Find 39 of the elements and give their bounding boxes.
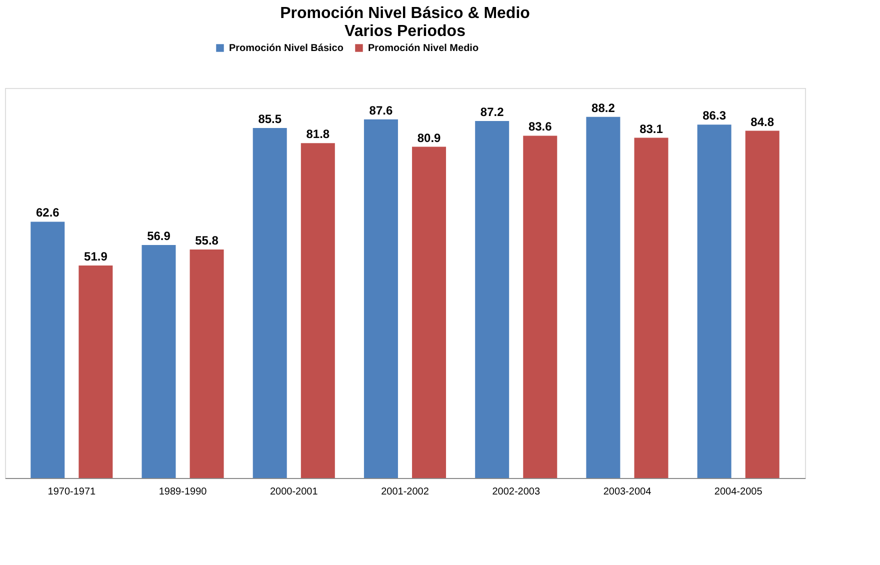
- data-label: 84.8: [750, 114, 774, 129]
- data-label: 83.1: [640, 122, 664, 136]
- bar: [142, 245, 176, 478]
- bar: [523, 136, 558, 478]
- x-tick-label: 1989-1990: [158, 486, 208, 498]
- x-tick-label: 1970-1971: [48, 486, 96, 498]
- data-label: 87.2: [480, 104, 504, 119]
- bar: [300, 143, 335, 478]
- chart-subtitle: Varios Periodos: [344, 23, 466, 40]
- bar: [364, 119, 398, 478]
- bar: [634, 138, 668, 478]
- bar: [78, 266, 113, 478]
- x-tick-label: 2002-2003: [492, 486, 540, 498]
- bar: [252, 128, 287, 478]
- bar: [475, 120, 510, 478]
- legend-label: Promoción Nivel Básico: [229, 43, 344, 54]
- data-label: 80.9: [417, 130, 442, 145]
- data-label: 56.9: [147, 229, 171, 244]
- data-label: 81.8: [306, 127, 330, 142]
- data-label: 87.6: [369, 103, 393, 118]
- data-label: 88.2: [592, 100, 616, 115]
- data-label: 86.3: [702, 108, 726, 123]
- data-label: 62.6: [36, 206, 60, 220]
- bar: [697, 124, 732, 478]
- legend-label: Promoción Nivel Medio: [368, 43, 479, 54]
- bar: [745, 130, 780, 478]
- data-label: 55.8: [195, 234, 219, 248]
- data-label: 83.6: [528, 120, 552, 134]
- x-tick-label: 2003-2004: [603, 486, 652, 498]
- bar: [412, 146, 446, 478]
- x-tick-label: 2001-2002: [381, 486, 430, 498]
- chart-title: Promoción Nivel Básico & Medio: [280, 5, 530, 22]
- data-label: 51.9: [84, 250, 108, 264]
- bar: [30, 222, 65, 478]
- data-label: 85.5: [258, 112, 282, 126]
- bar: [190, 250, 224, 478]
- bar: [586, 116, 620, 478]
- x-tick-label: 2000-2001: [270, 486, 318, 498]
- x-tick-label: 2004-2005: [714, 486, 763, 498]
